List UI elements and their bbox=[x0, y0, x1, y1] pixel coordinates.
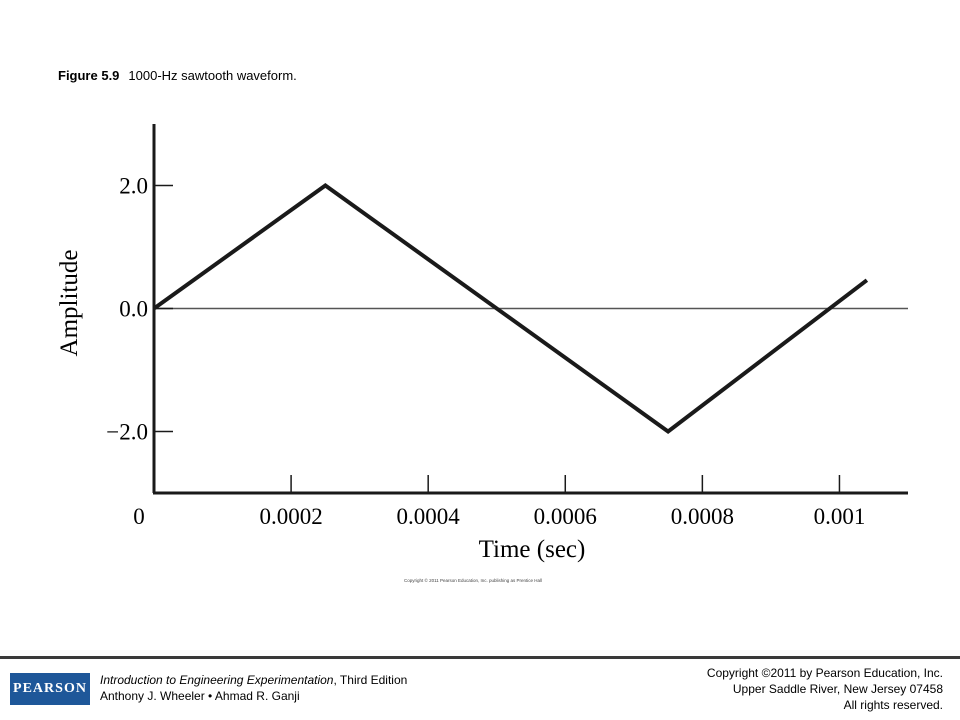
y-tick-label-1: 0.0 bbox=[119, 297, 148, 322]
book-info: Introduction to Engineering Experimentat… bbox=[100, 672, 407, 704]
figure-caption: Figure 5.9 1000-Hz sawtooth waveform. bbox=[58, 68, 297, 83]
copyright-line-2: Upper Saddle River, New Jersey 07458 bbox=[732, 682, 943, 696]
x-tick-label-1: 0.0002 bbox=[259, 504, 322, 529]
figure-title: 1000-Hz sawtooth waveform. bbox=[128, 68, 297, 83]
sawtooth-chart: 0 0.0002 0.0004 0.0006 0.0008 0.001 2.0 0.0 −2.0… bbox=[56, 124, 908, 563]
series-group bbox=[152, 183, 869, 434]
y-axis-title: Amplitude bbox=[56, 250, 83, 357]
pearson-logo: PEARSON bbox=[10, 673, 90, 705]
book-title: Introduction to Engineering Experimentat… bbox=[100, 673, 334, 687]
x-tick-label-0: 0 bbox=[133, 504, 145, 529]
copyright-line-3: All rights reserved. bbox=[843, 698, 943, 712]
x-tick-label-3: 0.0006 bbox=[534, 504, 597, 529]
x-tick-label-5: 0.001 bbox=[814, 504, 866, 529]
x-tick-label-2: 0.0004 bbox=[397, 504, 461, 529]
tick-group: 0 0.0002 0.0004 0.0006 0.0008 0.001 2.0 0.0 −2.0 bbox=[106, 174, 865, 530]
book-edition: , Third Edition bbox=[333, 673, 408, 687]
book-authors: Anthony J. Wheeler • Ahmad R. Ganji bbox=[100, 689, 300, 703]
y-tick-label-0: 2.0 bbox=[119, 174, 148, 199]
x-axis-title: Time (sec) bbox=[479, 536, 586, 563]
copyright-notice: Copyright ©2011 by Pearson Education, In… bbox=[707, 665, 943, 713]
x-tick-label-4: 0.0008 bbox=[671, 504, 734, 529]
y-tick-label-2: −2.0 bbox=[106, 420, 148, 445]
copyright-line-1: Copyright ©2011 by Pearson Education, In… bbox=[706, 666, 943, 680]
series-line-0 bbox=[152, 183, 869, 434]
footer-divider bbox=[0, 656, 960, 659]
figure-label: Figure 5.9 bbox=[58, 68, 120, 83]
image-credit: Copyright © 2011 Pearson Education, Inc.… bbox=[404, 578, 543, 583]
